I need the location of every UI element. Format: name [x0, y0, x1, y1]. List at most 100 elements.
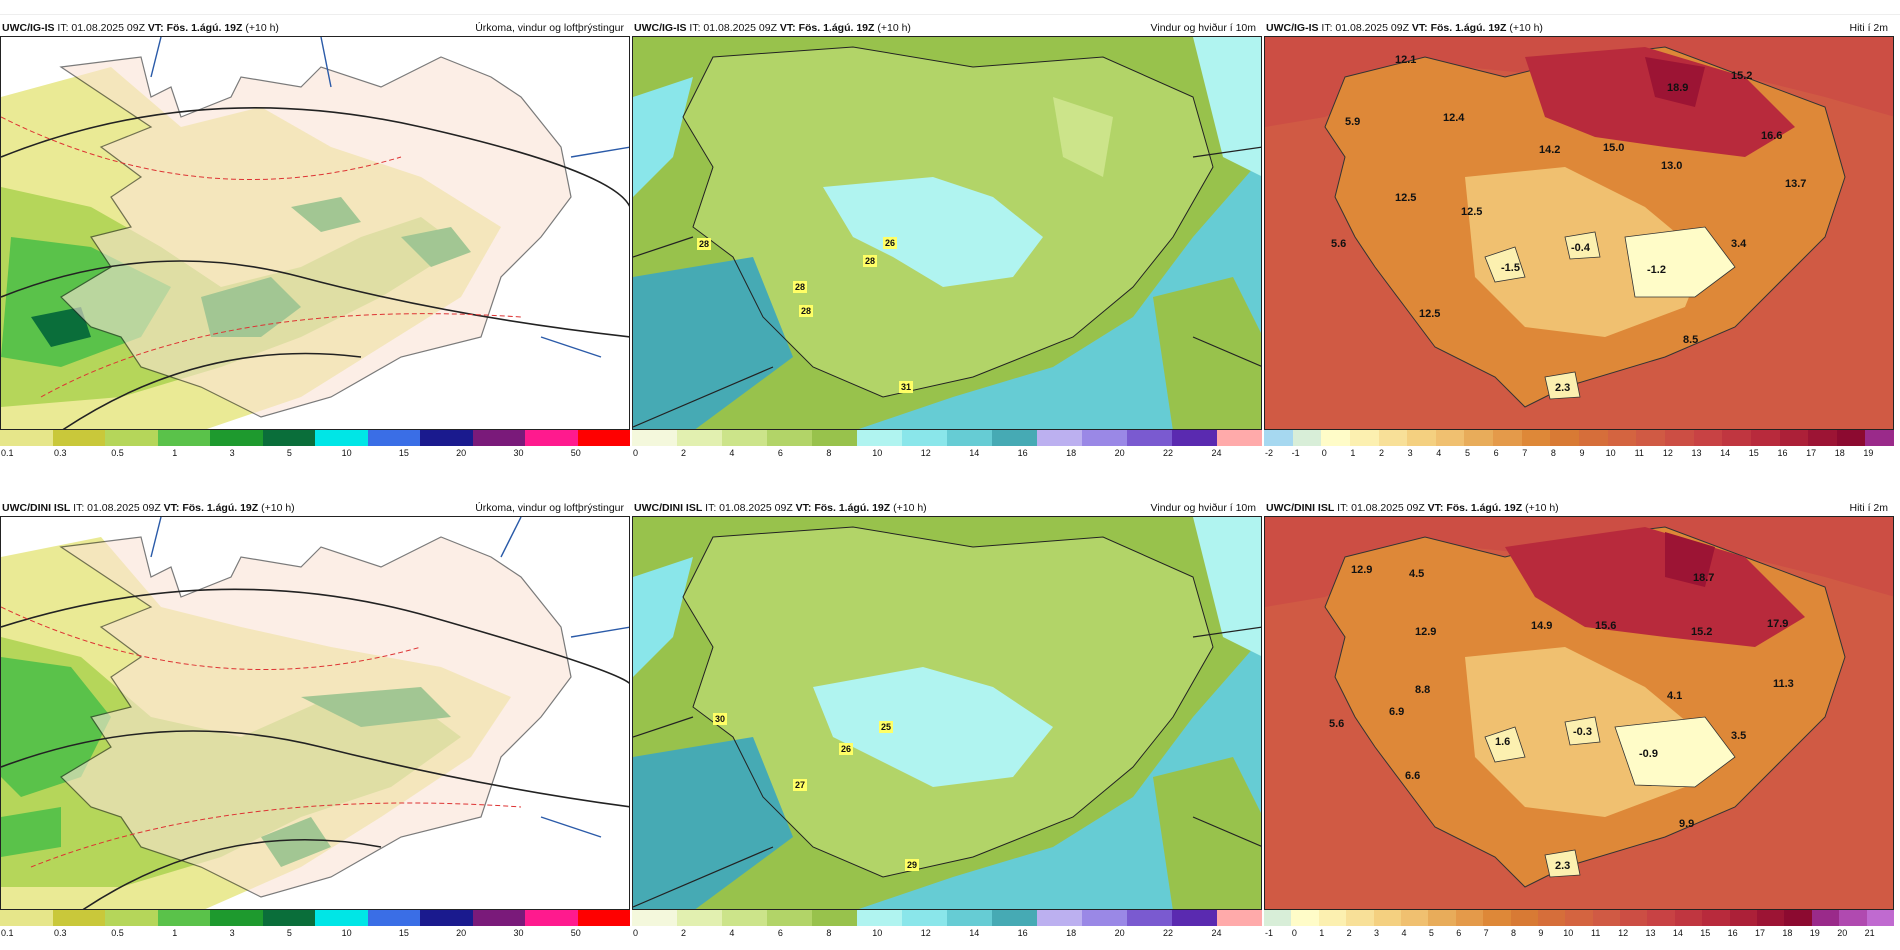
header-left: UWC/DINI ISL IT: 01.08.2025 09Z VT: Fös.… — [634, 501, 927, 515]
colorbar-swatch — [1217, 430, 1262, 446]
colorbar-tick-label: 1 — [172, 928, 178, 938]
colorbar-swatch — [210, 430, 263, 446]
colorbar-tick-label: 15 — [398, 448, 409, 458]
colorbar-swatch — [1808, 430, 1837, 446]
colorbar-tick-label: 1 — [172, 448, 178, 458]
colorbar-swatch — [1428, 910, 1456, 926]
colorbar-tick-label: 12 — [1662, 448, 1673, 458]
colorbar-tick-label: -1 — [1291, 448, 1300, 458]
colorbar-swatch — [857, 430, 902, 446]
colorbar-tick-label: 15 — [398, 928, 409, 938]
colorbar-swatch — [577, 910, 630, 926]
temp-value: 4.1 — [1667, 690, 1682, 702]
colorbar-tick-label: 0 — [633, 448, 639, 458]
colorbar — [0, 910, 630, 926]
precip-map[interactable] — [0, 516, 630, 910]
temp-value: 8.5 — [1683, 334, 1698, 346]
colorbar-tick-label: 12 — [920, 448, 931, 458]
colorbar-swatch — [1664, 430, 1694, 446]
colorbar-tick-label: 5 — [286, 448, 292, 458]
panel-title: Úrkoma, vindur og loftþrýstingur — [475, 502, 624, 514]
panel-temp-igis: UWC/IG-IS IT: 01.08.2025 09Z VT: Fös. 1.… — [1264, 0, 1895, 470]
colorbar-swatch — [1172, 910, 1217, 926]
temp-value: 13.7 — [1785, 178, 1806, 190]
colorbar-swatch — [1620, 910, 1648, 926]
colorbar-swatch — [1865, 430, 1895, 446]
temp-value: -0.9 — [1639, 748, 1658, 760]
colorbar-swatch — [1674, 910, 1703, 926]
colorbar-swatch — [1127, 910, 1172, 926]
colorbar-swatch — [157, 430, 210, 446]
colorbar-swatch — [1521, 430, 1551, 446]
temp-value: 5.6 — [1331, 238, 1346, 250]
colorbar-tick-label: 20 — [1114, 928, 1125, 938]
colorbar-tick-label: 5 — [1428, 928, 1434, 938]
temp-value: 12.5 — [1395, 192, 1416, 204]
colorbar-tick-label: 19 — [1863, 448, 1874, 458]
colorbar-swatch — [1378, 430, 1408, 446]
init-time: IT: 01.08.2025 09Z — [1334, 502, 1428, 514]
colorbar — [632, 910, 1262, 926]
colorbar-swatch — [157, 910, 210, 926]
colorbar-swatch — [1349, 430, 1379, 446]
temp-labels: 12.1 5.9 12.4 18.9 15.2 16.6 14.2 15.0 1… — [1331, 54, 1806, 394]
colorbar-tick-label: 24 — [1211, 448, 1222, 458]
colorbar-swatch — [1729, 910, 1758, 926]
temp-map[interactable]: 12.1 5.9 12.4 18.9 15.2 16.6 14.2 15.0 1… — [1264, 36, 1894, 430]
colorbar-swatch — [367, 910, 420, 926]
colorbar-swatch — [992, 910, 1037, 926]
colorbar-swatch — [1550, 430, 1580, 446]
colorbar-tick-label: 13 — [1645, 928, 1656, 938]
colorbar-tick-label: 0.5 — [111, 928, 124, 938]
colorbar-swatch — [1702, 910, 1730, 926]
gust-markers: 28 28 26 28 28 31 — [697, 237, 913, 393]
valid-time: VT: Fös. 1.ágú. 19Z — [1427, 502, 1523, 514]
colorbar-swatch — [812, 910, 857, 926]
temp-value: 15.2 — [1691, 626, 1712, 638]
colorbar-swatch — [1607, 430, 1637, 446]
colorbar-tick-label: 0 — [633, 928, 639, 938]
temp-value: 17.9 — [1767, 618, 1788, 630]
colorbar-swatch — [210, 910, 263, 926]
gust-label: 28 — [699, 239, 709, 249]
wind-map[interactable]: 28 28 26 28 28 31 — [632, 36, 1262, 430]
colorbar-tick-label: 2 — [680, 448, 686, 458]
gust-label: 29 — [907, 860, 917, 870]
panel-title: Úrkoma, vindur og loftþrýstingur — [475, 22, 624, 34]
colorbar-swatch — [1493, 430, 1522, 446]
colorbar — [0, 430, 630, 446]
colorbar-tick-label: 8 — [826, 928, 832, 938]
gust-label: 26 — [841, 744, 851, 754]
model-name: UWC/IG-IS — [634, 22, 687, 34]
gust-label: 30 — [715, 714, 725, 724]
colorbar-ticks: 0.1 0.3 0.5 1 3 5 10 15 20 30 50 — [0, 448, 630, 462]
precip-map[interactable] — [0, 36, 630, 430]
temp-value: -1.2 — [1647, 264, 1666, 276]
colorbar-swatch — [902, 430, 947, 446]
colorbar-tick-label: 1 — [1319, 928, 1325, 938]
colorbar-tick-label: 0.5 — [111, 448, 124, 458]
wind-map[interactable]: 30 26 25 27 29 — [632, 516, 1262, 910]
colorbar-swatch — [1037, 910, 1082, 926]
colorbar-tick-label: 22 — [1163, 448, 1174, 458]
colorbar-tick-label: 2 — [680, 928, 686, 938]
colorbar-swatch — [1217, 910, 1262, 926]
temp-value: 14.2 — [1539, 144, 1560, 156]
temp-value: 3.4 — [1731, 238, 1747, 250]
colorbar-swatch — [1291, 910, 1319, 926]
header-left: UWC/IG-IS IT: 01.08.2025 09Z VT: Fös. 1.… — [1266, 21, 1543, 35]
colorbar-tick-label: 7 — [1483, 928, 1489, 938]
colorbar-ticks: -1 0 1 2 3 4 5 6 7 8 9 10 11 12 13 14 15 16 17 18 19 20 21 — [1264, 928, 1894, 942]
colorbar-swatch — [947, 910, 992, 926]
colorbar — [1264, 430, 1895, 446]
header-left: UWC/DINI ISL IT: 01.08.2025 09Z VT: Fös.… — [2, 501, 295, 515]
colorbar-swatch — [632, 910, 677, 926]
temp-map[interactable]: 12.9 4.5 18.7 12.9 14.9 15.6 15.2 17.9 1… — [1264, 516, 1894, 910]
colorbar-swatch — [1400, 910, 1429, 926]
valid-time: VT: Fös. 1.ágú. 19Z — [147, 22, 243, 34]
temp-value: 12.9 — [1415, 626, 1436, 638]
colorbar-tick-label: 17 — [1806, 448, 1817, 458]
colorbar-swatch — [767, 910, 812, 926]
colorbar — [632, 430, 1262, 446]
colorbar-tick-label: 15 — [1700, 928, 1711, 938]
